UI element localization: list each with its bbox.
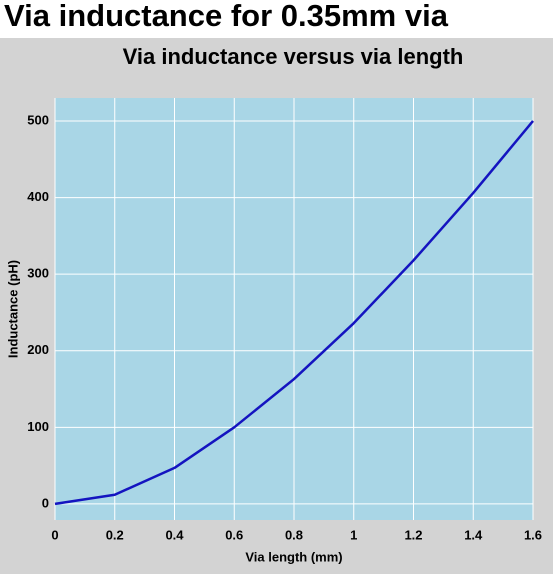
y-tick-label: 400 <box>27 189 49 204</box>
y-tick-label: 500 <box>27 112 49 127</box>
x-tick-label: 0.2 <box>106 527 124 542</box>
y-tick-label: 200 <box>27 342 49 357</box>
chart-title: Via inductance versus via length <box>123 44 464 69</box>
x-tick-label: 1.4 <box>464 527 483 542</box>
x-tick-label: 0.6 <box>225 527 243 542</box>
y-tick-label: 0 <box>42 495 49 510</box>
x-axis-label: Via length (mm) <box>245 549 342 564</box>
page-heading: Via inductance for 0.35mm via <box>4 0 449 33</box>
x-tick-label: 1.2 <box>404 527 422 542</box>
data-line <box>54 120 534 506</box>
x-tick-label: 0 <box>51 527 58 542</box>
y-tick-label: 300 <box>27 266 49 281</box>
marks <box>54 120 534 506</box>
x-tick-label: 1.6 <box>524 527 542 542</box>
x-tick-label: 0.4 <box>165 527 184 542</box>
x-tick-label: 1 <box>350 527 357 542</box>
y-tick-label: 100 <box>27 419 49 434</box>
x-tick-label: 0.8 <box>285 527 303 542</box>
grid <box>54 98 534 520</box>
y-axis-label: Inductance (pH) <box>5 260 20 358</box>
